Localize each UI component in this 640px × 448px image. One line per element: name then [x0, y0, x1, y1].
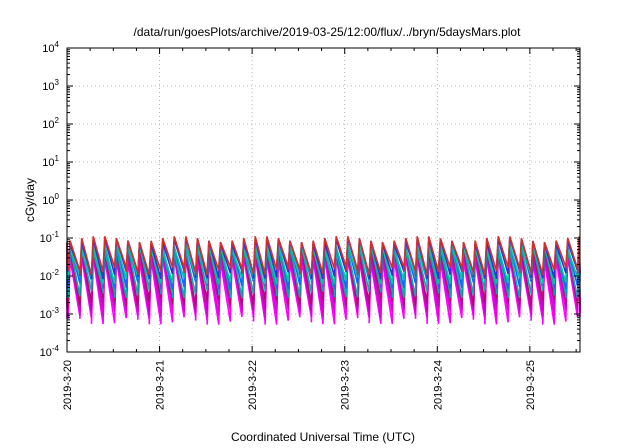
x-tick-label: 2019-3-21 — [155, 360, 167, 410]
x-tick-label: 2019-3-20 — [62, 360, 74, 410]
y-tick-label: 101 — [42, 154, 59, 169]
y-tick-label: 10-3 — [40, 306, 60, 321]
x-axis: 2019-3-20 2019-3-21 2019-3-22 2019-3-23 2019… — [62, 48, 577, 410]
series-layer — [66, 236, 581, 325]
y-tick-label: 103 — [42, 78, 59, 93]
x-tick-label: 2019-3-23 — [340, 360, 352, 410]
y-tick-label: 104 — [42, 40, 59, 55]
x-axis-label: Coordinated Universal Time (UTC) — [231, 430, 415, 444]
series-line — [66, 236, 581, 276]
y-tick-label: 10-2 — [40, 268, 60, 283]
y-axis-label: cGy/day — [23, 178, 37, 222]
x-tick-label: 2019-3-25 — [525, 360, 537, 410]
y-axis: 10-4 10-3 10-2 10-1 100 101 102 103 104 — [40, 40, 580, 359]
y-tick-label: 10-1 — [40, 230, 60, 245]
y-tick-label: 10-4 — [40, 344, 60, 359]
y-tick-label: 102 — [42, 116, 59, 131]
y-tick-label: 100 — [42, 192, 59, 207]
x-tick-label: 2019-3-22 — [247, 360, 259, 410]
chart-title: /data/run/goesPlots/archive/2019-03-25/1… — [134, 25, 522, 39]
x-tick-label: 2019-3-24 — [432, 360, 444, 410]
